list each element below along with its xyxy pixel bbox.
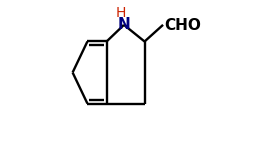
Text: CHO: CHO: [164, 18, 201, 33]
Text: H: H: [115, 6, 125, 20]
Text: N: N: [117, 17, 130, 32]
